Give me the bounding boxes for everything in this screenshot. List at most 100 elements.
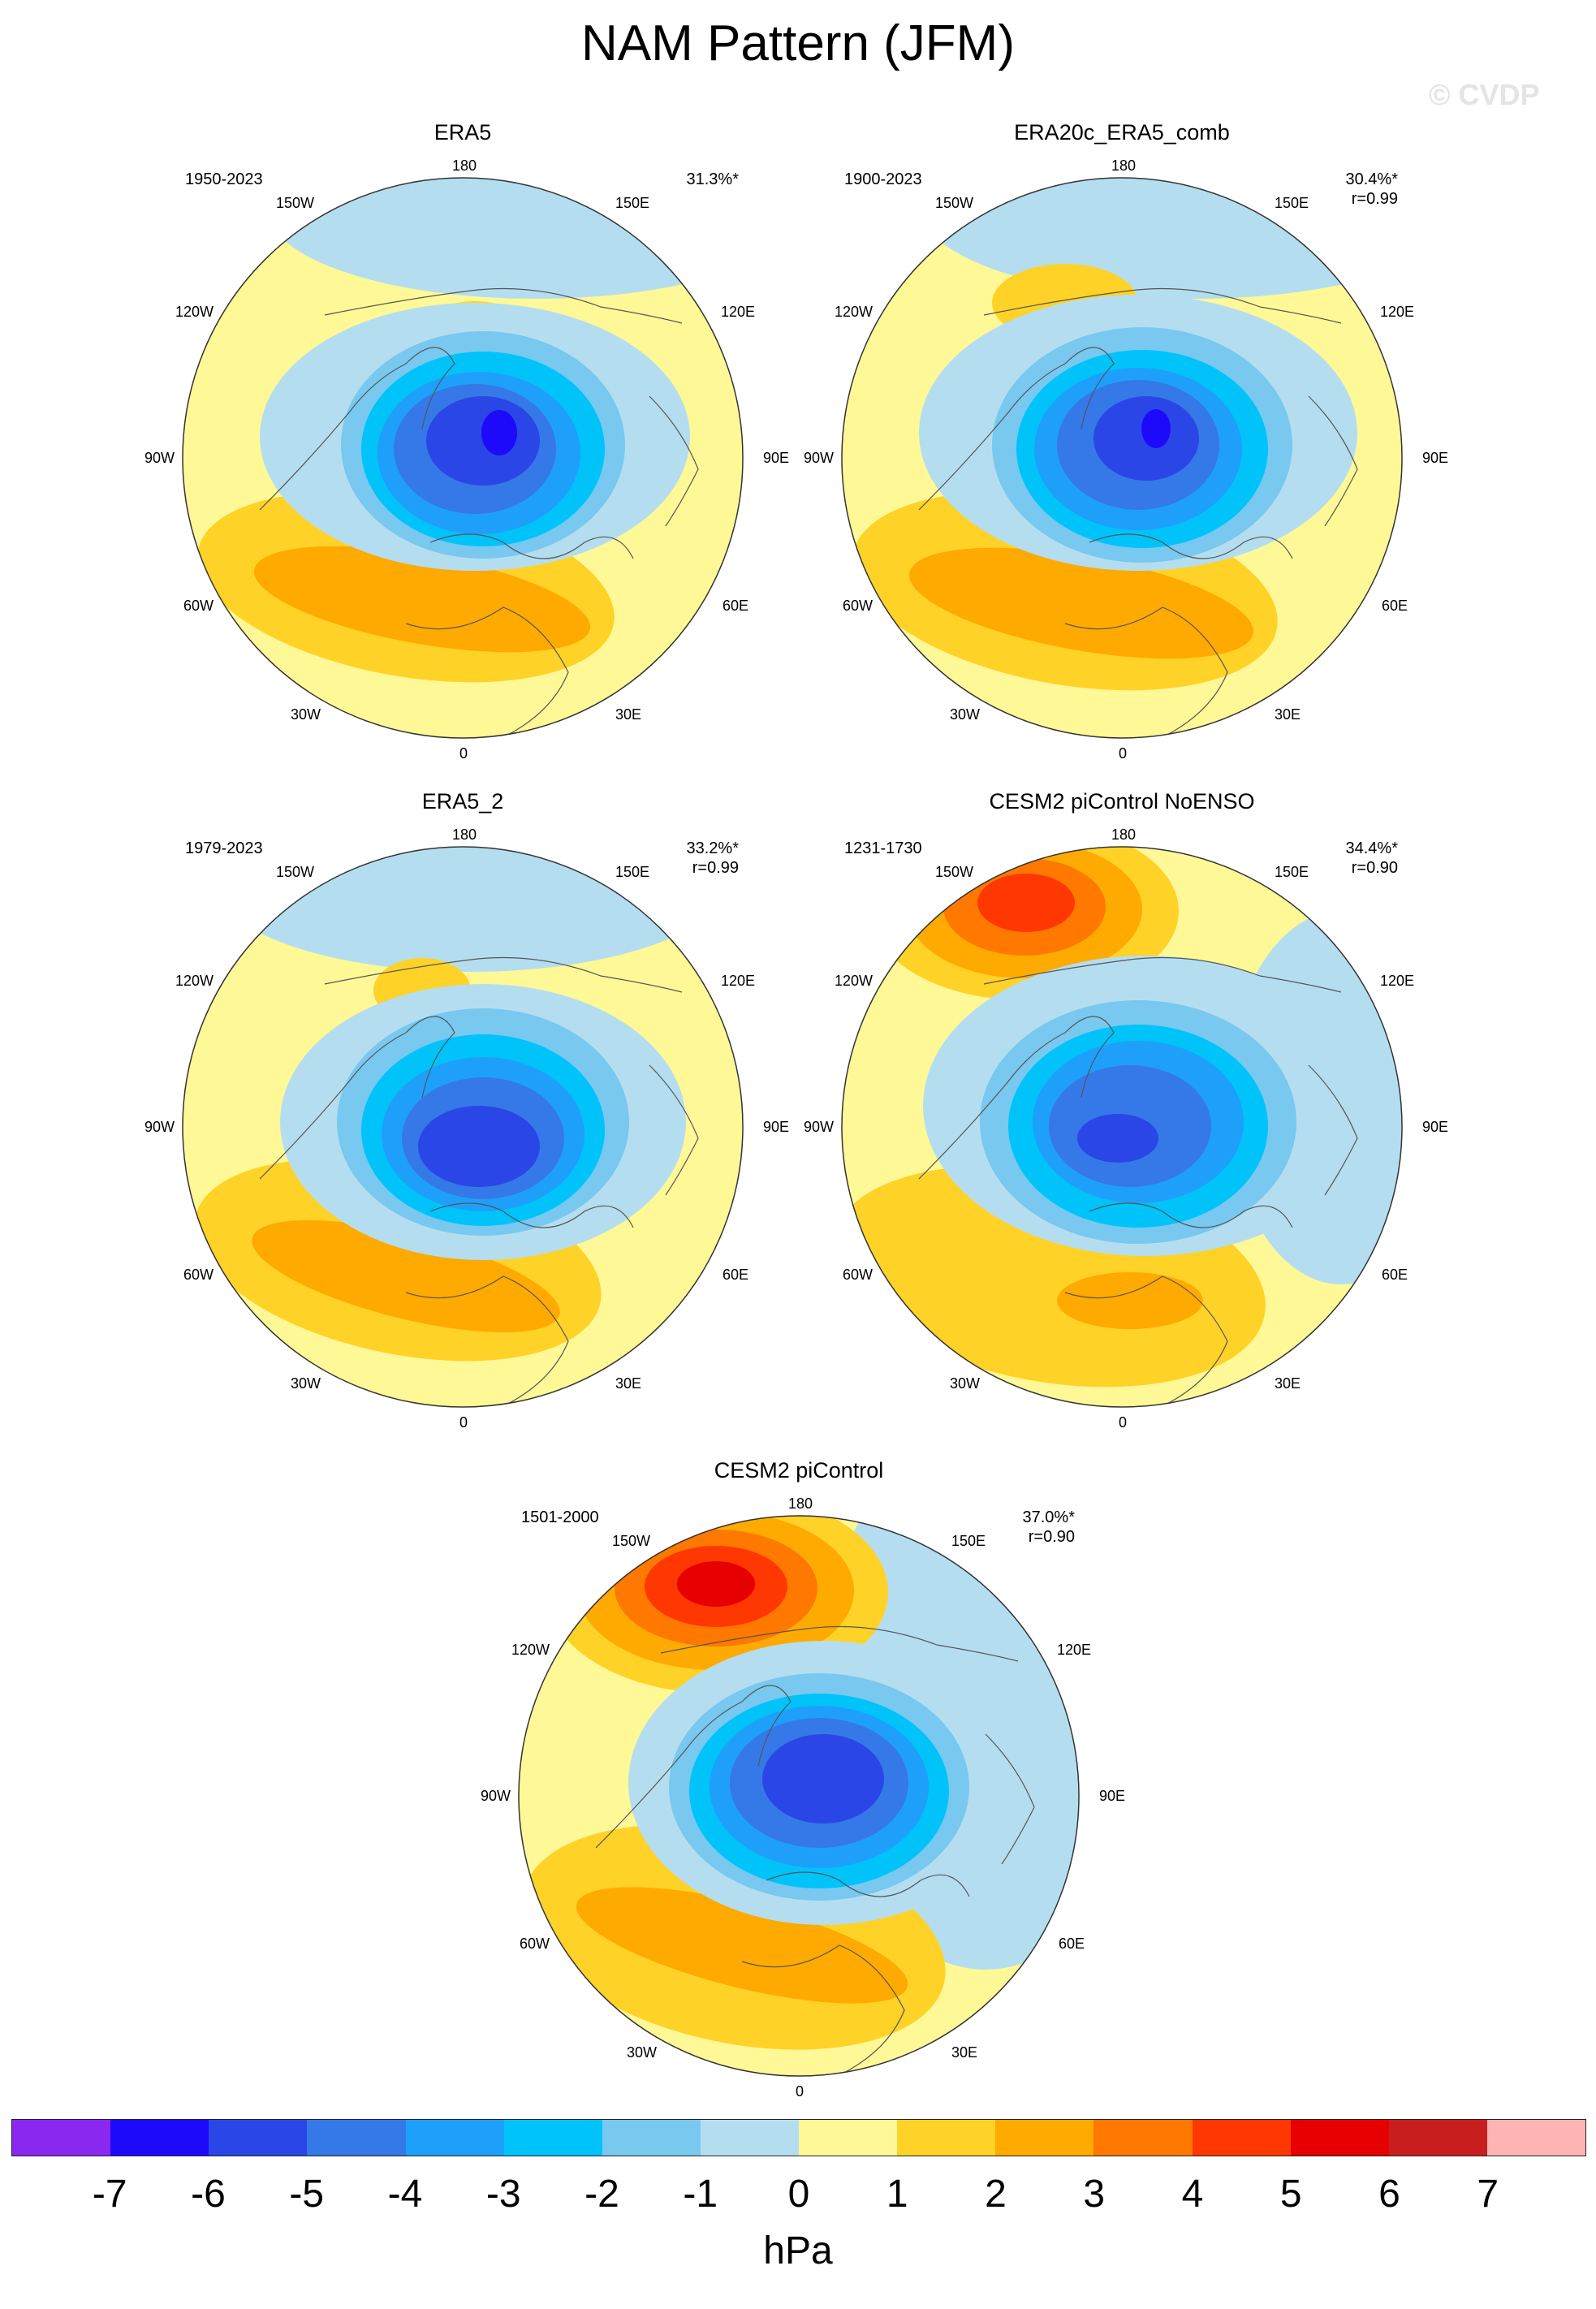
coastlines	[595, 1625, 1035, 2076]
panel-variance: 37.0%*	[1022, 1508, 1076, 1526]
lon-label: 0	[459, 745, 468, 762]
lon-label: 90E	[763, 450, 790, 466]
contours	[852, 178, 1402, 738]
lon-label: 30W	[291, 1375, 321, 1392]
lon-label: 120E	[721, 304, 756, 320]
map-boundary	[182, 846, 744, 1408]
positive-core	[253, 546, 591, 653]
lon-label: 60W	[843, 1267, 873, 1283]
lon-label: 60E	[1059, 1936, 1085, 1952]
map-panel: CESM2 piControl 1501-2000 37.0%* r=0.90 …	[481, 1458, 1294, 2124]
colorbar-tick-label: -1	[683, 2173, 718, 2216]
map-panel: CESM2 piControl NoENSO 1231-1730 34.4%* …	[804, 789, 1596, 1455]
colorbar-cell	[700, 2120, 799, 2156]
map-panel: ERA5_2 1979-2023 33.2%* r=0.99 180 150E …	[145, 789, 958, 1455]
lon-label: 60E	[1382, 1267, 1408, 1283]
panel-variance: 30.4%*	[1345, 170, 1399, 188]
lon-label: 150W	[935, 864, 974, 880]
colorbar-units: hPa	[763, 2229, 833, 2272]
panel-variance: 33.2%*	[686, 839, 740, 857]
colorbar-cell	[995, 2120, 1094, 2156]
lon-label: 30W	[950, 706, 981, 723]
lon-label: 60W	[183, 1267, 214, 1283]
lon-label: 180	[788, 1495, 813, 1512]
lon-label: 90W	[804, 1119, 835, 1135]
negative-center	[481, 410, 517, 455]
lon-label: 120E	[1380, 973, 1415, 989]
lon-label: 180	[1111, 826, 1137, 843]
coastlines	[259, 287, 699, 738]
lon-label: 60W	[843, 598, 873, 614]
colorbar-cell	[1192, 2120, 1291, 2156]
lon-label: 30E	[1275, 1375, 1301, 1392]
lon-label: 150W	[935, 195, 974, 211]
coastlines	[259, 956, 699, 1407]
map-boundary	[518, 1515, 1080, 2077]
colorbar-tick-label: -4	[387, 2173, 423, 2216]
colorbar-tick-label: 7	[1477, 2173, 1499, 2216]
colorbar-tick-label: 6	[1378, 2173, 1400, 2216]
colorbar-cell	[799, 2120, 898, 2156]
colorbar-tick-label: 0	[787, 2173, 810, 2216]
lon-label: 90E	[1422, 1119, 1449, 1135]
negative-center	[1141, 409, 1171, 448]
lon-label: 30E	[951, 2044, 978, 2061]
colorbar-tick-label: 1	[886, 2173, 908, 2216]
panel-title: CESM2 piControl	[714, 1458, 884, 1483]
positive-core	[909, 547, 1253, 659]
positive-center	[977, 874, 1075, 932]
panel-correlation: r=0.99	[692, 859, 739, 877]
lon-label: 30W	[950, 1375, 981, 1392]
lon-label: 120E	[721, 973, 756, 989]
lon-label: 120E	[1380, 304, 1415, 320]
lon-label: 150W	[276, 195, 315, 211]
colorbar-cell	[110, 2120, 209, 2156]
panel-period: 1979-2023	[185, 839, 263, 857]
positive-center	[677, 1561, 755, 1607]
polar-map	[518, 1515, 1080, 2077]
lon-label: 150W	[612, 1533, 651, 1549]
map-panel: ERA20c_ERA5_comb 1900-2023 30.4%* r=0.99…	[804, 120, 1596, 786]
panel-title: ERA20c_ERA5_comb	[1014, 120, 1230, 145]
lon-label: 120E	[1057, 1642, 1092, 1658]
lon-label: 120W	[175, 973, 214, 989]
positive-core	[576, 1887, 908, 2004]
lon-label: 90E	[1099, 1788, 1126, 1804]
colorbar-tick-label: -7	[92, 2173, 127, 2216]
lon-label: 30E	[615, 706, 642, 723]
lon-label: 90W	[145, 450, 175, 466]
positive-core	[1057, 1272, 1203, 1329]
panel-variance: 31.3%*	[686, 170, 740, 188]
polar-map	[182, 177, 744, 739]
colorbar-tick-label: -2	[584, 2173, 619, 2216]
negative-center	[762, 1734, 884, 1823]
panel-period: 1501-2000	[521, 1508, 599, 1526]
negative-center	[418, 1106, 540, 1187]
lon-label: 0	[459, 1414, 468, 1431]
lon-label: 0	[796, 2083, 804, 2100]
lon-label: 150E	[951, 1533, 986, 1549]
colorbar-cell	[405, 2120, 504, 2156]
map-boundary	[841, 177, 1403, 739]
lon-label: 0	[1119, 1414, 1128, 1431]
panel-title: CESM2 piControl NoENSO	[989, 789, 1255, 814]
lon-label: 60E	[723, 1267, 749, 1283]
polar-map	[841, 177, 1403, 739]
lon-label: 150E	[1275, 864, 1309, 880]
colorbar-cell	[1388, 2120, 1487, 2156]
lon-label: 120W	[835, 973, 873, 989]
negative-region	[211, 847, 731, 972]
panel-period: 1950-2023	[185, 170, 263, 188]
lon-label: 180	[452, 158, 477, 174]
colorbar-cell	[1290, 2120, 1389, 2156]
lon-label: 150E	[1275, 195, 1309, 211]
contours	[194, 847, 731, 1407]
panel-variance: 34.4%*	[1345, 839, 1399, 857]
contours	[842, 847, 1402, 1407]
lon-label: 60W	[520, 1936, 550, 1952]
watermark: © CVDP	[1429, 78, 1540, 111]
colorbar-tick-label: -6	[191, 2173, 226, 2216]
colorbar-tick-label: -3	[485, 2173, 521, 2216]
panel-correlation: r=0.90	[1351, 859, 1398, 877]
panel-period: 1231-1730	[844, 839, 922, 857]
